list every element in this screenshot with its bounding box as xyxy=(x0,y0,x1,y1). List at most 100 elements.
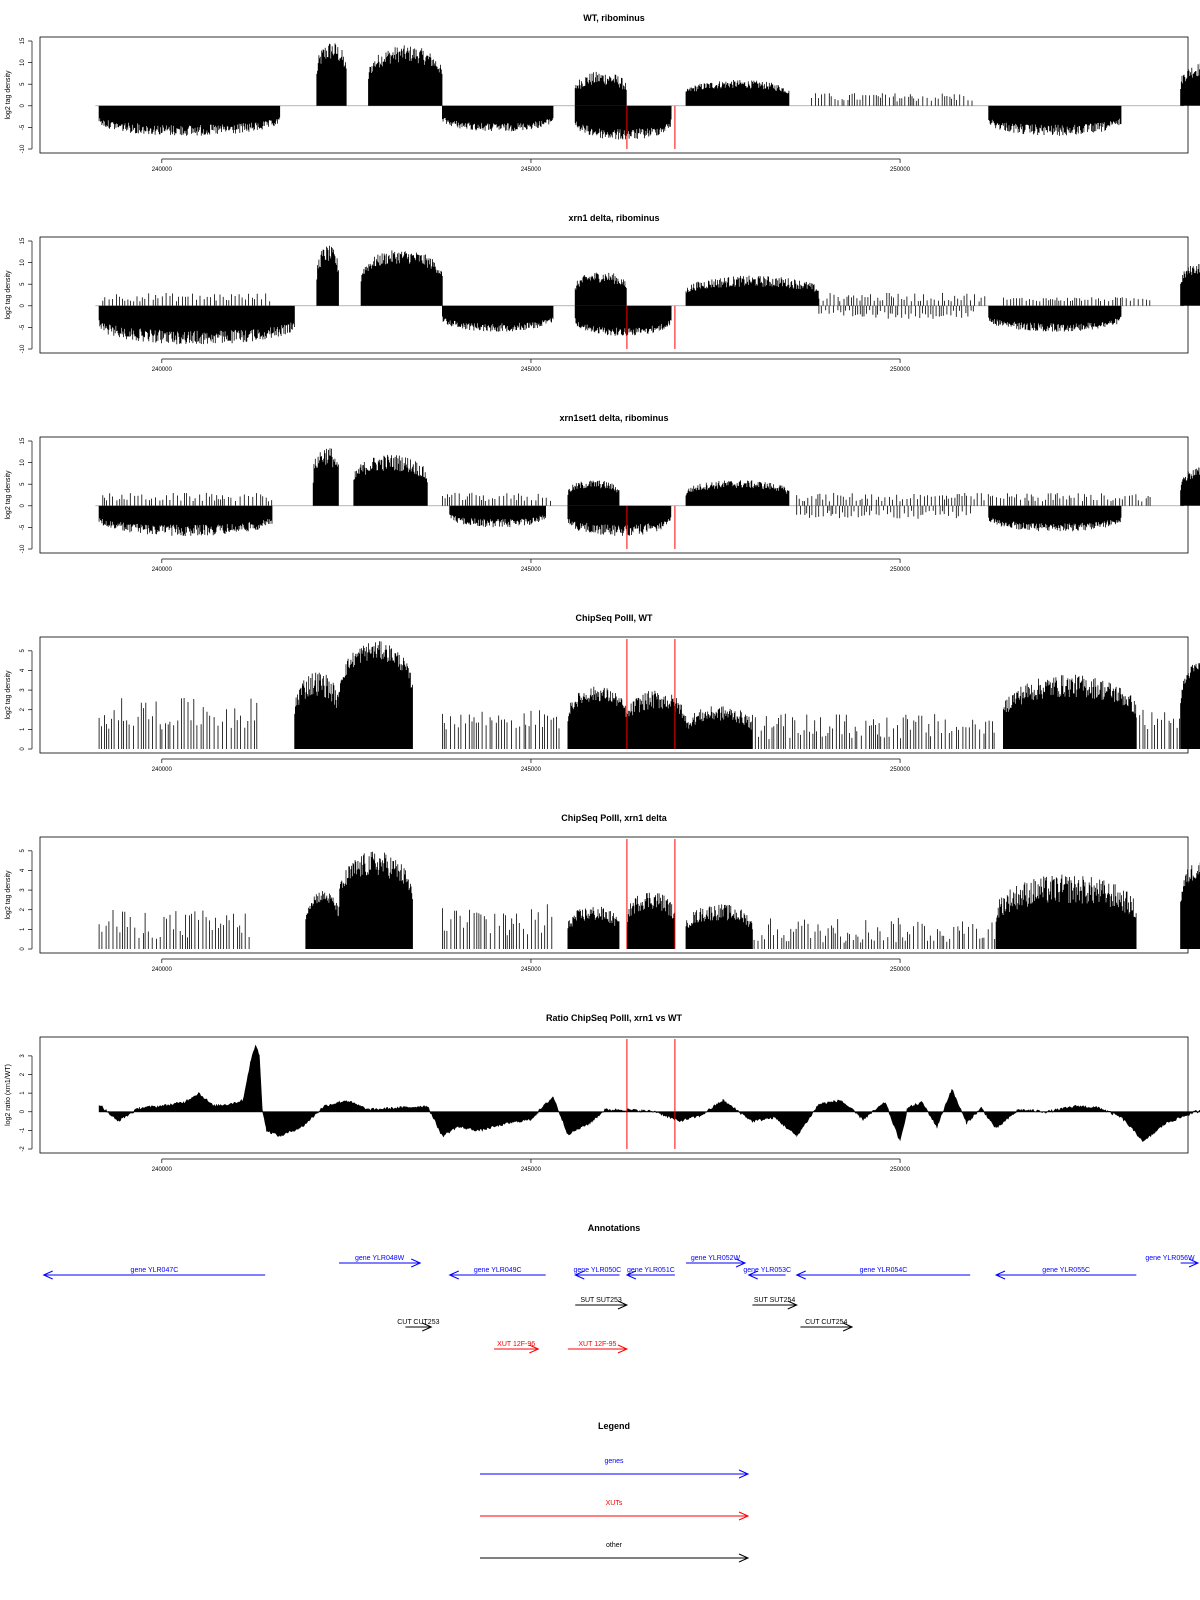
y-tick-label: -2 xyxy=(20,1146,26,1152)
annotation-feature: gene YLR055C xyxy=(994,1267,1137,1280)
y-axis-label: log2 tag density xyxy=(5,670,12,720)
annotations-panel: Annotations gene YLR047C gene YLR048W gene … xyxy=(42,1223,1200,1354)
series-plus xyxy=(316,43,1200,106)
y-tick-label: 0 xyxy=(20,947,26,951)
legend-item-label: other xyxy=(606,1542,623,1549)
y-tick-label: 5 xyxy=(20,482,26,486)
annotation-feature: gene YLR050C xyxy=(574,1267,621,1280)
density-bars xyxy=(316,43,1200,106)
arrow-head xyxy=(42,1270,53,1280)
y-tick-label: 10 xyxy=(20,259,26,266)
series-plus xyxy=(98,851,1200,949)
chart-title: WT, ribominus xyxy=(583,13,645,23)
ratio-area xyxy=(98,1044,1200,1142)
feature-label: XUT 12F-95 xyxy=(578,1341,616,1348)
data-series xyxy=(95,43,1200,140)
y-tick-label: 0 xyxy=(20,747,26,751)
arrow-head xyxy=(574,1270,585,1280)
feature-label: XUT 12F-96 xyxy=(497,1341,535,1348)
annotation-feature: gene YLR047C xyxy=(42,1267,266,1280)
y-tick-label: 0 xyxy=(20,1109,26,1113)
x-tick-label: 245000 xyxy=(521,1167,542,1173)
legend-item-label: genes xyxy=(604,1458,624,1465)
x-tick-label: 250000 xyxy=(890,767,911,773)
chart-panel-1: WT, ribominus -10 -5 0 5 10 15 240000 245000 2500… xyxy=(5,13,1200,173)
arrow-head xyxy=(738,1511,750,1521)
y-tick-label: 1 xyxy=(20,727,26,731)
x-tick-label: 250000 xyxy=(890,567,911,573)
y-tick-label: 15 xyxy=(20,37,26,44)
y-tick-label: -5 xyxy=(20,324,26,330)
annotation-feature: SUT SUT254 xyxy=(752,1297,798,1310)
legend-item: genes xyxy=(480,1458,750,1479)
x-tick-label: 250000 xyxy=(890,967,911,973)
series-plus xyxy=(102,448,1200,506)
y-tick-label: 15 xyxy=(20,237,26,244)
x-tick-label: 245000 xyxy=(521,767,542,773)
x-tick-label: 240000 xyxy=(152,367,173,373)
y-axis-label: log2 tag density xyxy=(5,270,12,320)
x-tick-label: 240000 xyxy=(152,567,173,573)
feature-label: gene YLR051C xyxy=(627,1267,675,1274)
chart-title: ChipSeq PolII, WT xyxy=(576,613,653,623)
y-tick-label: 0 xyxy=(20,503,26,507)
y-tick-label: 4 xyxy=(20,668,26,672)
y-tick-label: -5 xyxy=(20,524,26,530)
annotation-feature: CUT CUT254 xyxy=(800,1319,854,1332)
annotation-feature: SUT SUT253 xyxy=(575,1297,629,1310)
series-minus xyxy=(98,505,1122,536)
annotation-feature: gene YLR051C xyxy=(625,1267,675,1280)
feature-label: gene YLR048W xyxy=(355,1255,405,1262)
annotation-feature: CUT CUT253 xyxy=(397,1319,440,1332)
y-tick-label: 3 xyxy=(20,1054,26,1058)
y-tick-label: -10 xyxy=(20,344,26,353)
arrow-head xyxy=(617,1344,629,1354)
series-minus xyxy=(98,305,1122,345)
y-tick-label: 1 xyxy=(20,927,26,931)
y-tick-label: 3 xyxy=(20,888,26,892)
x-tick-label: 240000 xyxy=(152,967,173,973)
arrow-head xyxy=(617,1300,629,1310)
chart-title: xrn1set1 delta, ribominus xyxy=(559,413,668,423)
feature-label: gene YLR054C xyxy=(860,1267,908,1274)
chart-title: ChipSeq PolII, xrn1 delta xyxy=(561,813,668,823)
x-tick-label: 245000 xyxy=(521,167,542,173)
arrow-head xyxy=(422,1322,433,1332)
arrow-head xyxy=(448,1270,459,1280)
y-tick-label: 10 xyxy=(20,59,26,66)
arrow-head xyxy=(787,1300,798,1310)
annotation-feature: gene YLR049C xyxy=(448,1267,546,1280)
x-tick-label: 250000 xyxy=(890,367,911,373)
annotation-feature: gene YLR054C xyxy=(795,1267,971,1280)
feature-label: CUT CUT253 xyxy=(397,1319,439,1326)
annotations-title: Annotations xyxy=(588,1223,641,1233)
y-tick-label: 4 xyxy=(20,868,26,872)
arrow-head xyxy=(994,1270,1006,1280)
y-axis-label: log2 tag density xyxy=(5,870,12,920)
y-tick-label: 5 xyxy=(20,282,26,286)
arrow-head xyxy=(747,1270,758,1280)
chart-panel-3: xrn1set1 delta, ribominus -10 -5 0 5 10 15 2400… xyxy=(5,413,1200,573)
y-axis-label: log2 ratio (xrn1/WT) xyxy=(5,1064,12,1126)
arrow-head xyxy=(842,1322,854,1332)
y-tick-label: 0 xyxy=(20,303,26,307)
feature-label: gene YLR049C xyxy=(474,1267,522,1274)
y-tick-label: 0 xyxy=(20,103,26,107)
series-plus xyxy=(98,641,1200,749)
annotation-feature: gene YLR052W xyxy=(685,1255,747,1268)
y-tick-label: 5 xyxy=(20,848,26,852)
feature-label: gene YLR047C xyxy=(131,1267,179,1274)
x-tick-label: 240000 xyxy=(152,167,173,173)
data-series xyxy=(98,641,1200,749)
feature-label: gene YLR056W xyxy=(1145,1255,1195,1262)
legend-item: other xyxy=(480,1542,750,1563)
y-tick-label: 15 xyxy=(20,437,26,444)
density-bars xyxy=(102,245,1200,306)
data-series xyxy=(95,245,1200,345)
annotation-feature: gene YLR048W xyxy=(338,1255,422,1268)
y-tick-label: 5 xyxy=(20,82,26,86)
x-tick-label: 245000 xyxy=(521,967,542,973)
y-axis-label: log2 tag density xyxy=(5,470,12,520)
feature-label: SUT SUT254 xyxy=(754,1297,796,1304)
